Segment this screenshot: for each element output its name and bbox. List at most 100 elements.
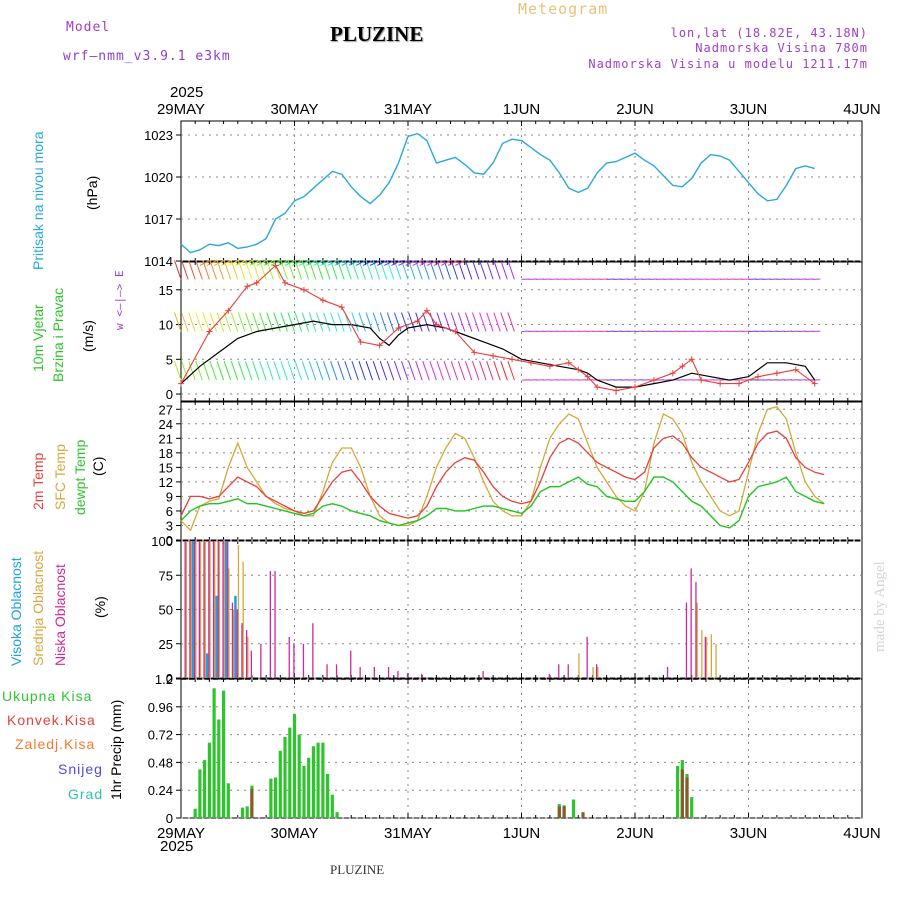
- wind-barb: [315, 361, 324, 381]
- cloud-bar: [227, 541, 229, 678]
- precip-bar: [226, 783, 230, 819]
- y-tick-label: 100: [151, 534, 173, 549]
- precip-bar: [307, 757, 311, 818]
- x-tick-label-top: 4JUN: [843, 101, 881, 118]
- precip-bar: [326, 774, 330, 818]
- cloud-bar: [710, 634, 712, 678]
- y-tick-label: 1.2: [155, 672, 173, 687]
- wind-barb: [341, 260, 353, 266]
- wind-barb: [306, 260, 317, 266]
- wind-barb: [401, 361, 409, 381]
- wind-barb: [280, 361, 288, 381]
- wind-barb: [259, 312, 267, 332]
- wind-barb: [174, 260, 182, 280]
- precip-snow-label: Snijeg: [58, 761, 103, 777]
- convective-precip-bar: [680, 769, 684, 818]
- wind-barb: [294, 312, 303, 332]
- cloud-bar: [209, 541, 211, 678]
- cloud-bar: [203, 541, 205, 678]
- precip-hail-label: Grad: [68, 786, 104, 802]
- precip-bar: [198, 769, 202, 818]
- wind-barb: [299, 260, 310, 266]
- wind-barb: [277, 260, 289, 266]
- cloud-bar: [215, 595, 218, 678]
- wind-barb: [230, 361, 239, 381]
- cloud-bar: [359, 667, 361, 678]
- cloud-bar: [312, 623, 314, 678]
- cloud-bar: [198, 541, 200, 678]
- wind-barb: [348, 260, 360, 266]
- wind-barb: [209, 312, 217, 332]
- cloud-bar: [195, 541, 197, 678]
- model-elevation: Nadmorska Visina u modelu 1211.17m: [588, 57, 868, 71]
- cloud-bar: [218, 541, 221, 678]
- wind-barb: [429, 361, 437, 381]
- wind-barb: [443, 312, 452, 332]
- wind-barb: [412, 260, 423, 266]
- wind-barb: [429, 312, 437, 332]
- y-tick-label: 24: [159, 417, 173, 432]
- temp-2m-line: [180, 430, 825, 519]
- wind-barb: [436, 361, 444, 381]
- cloud-bar: [191, 541, 195, 678]
- cloud-bar: [373, 667, 375, 678]
- sfc-temp-line: [180, 406, 825, 532]
- wind-barb: [393, 361, 402, 381]
- precip-bar: [212, 688, 216, 818]
- y-tick-label: 1017: [144, 212, 173, 227]
- precip-bar: [330, 794, 334, 818]
- wind-barb: [433, 260, 445, 266]
- x-tick-label-top: 29MAY: [157, 101, 205, 118]
- cloud-bar: [397, 671, 399, 678]
- cloud-bar: [558, 664, 560, 678]
- year-bottom: 2025: [160, 838, 194, 855]
- cloud-bar: [246, 630, 248, 678]
- meteogram-subtitle: Meteogram: [518, 0, 609, 18]
- wind-barb: [351, 312, 359, 332]
- wind-barb: [507, 361, 515, 381]
- wind-barb: [230, 312, 239, 332]
- wind-barb: [464, 260, 473, 280]
- wind-barb: [443, 361, 452, 381]
- y-tick-label: 15: [159, 283, 173, 298]
- y-tick-label: 0.48: [148, 755, 173, 770]
- precip-bar: [297, 734, 301, 818]
- wind-barb: [287, 361, 295, 381]
- wind-barb: [455, 260, 466, 266]
- precip-bar: [222, 690, 226, 818]
- year-top: 2025: [170, 84, 204, 101]
- wind-barb: [358, 361, 366, 381]
- wind-barb: [223, 312, 232, 332]
- cloud-bar: [250, 650, 252, 678]
- wind-barb: [252, 312, 260, 332]
- cloud-bar: [212, 541, 215, 678]
- cloud-bar: [234, 595, 237, 678]
- y-tick-label: 21: [159, 431, 173, 446]
- wind-barb: [415, 361, 423, 381]
- cloud-bar: [685, 602, 688, 678]
- model-label: Model: [66, 20, 111, 35]
- cloud-bar: [205, 653, 209, 678]
- wind-barb: [291, 260, 303, 266]
- precip-bar: [207, 742, 211, 818]
- y-tick-label: 0.24: [148, 783, 173, 798]
- precip-bar: [316, 742, 320, 818]
- wind-barb: [202, 361, 210, 381]
- convective-precip-bar: [685, 777, 689, 818]
- precip-bar: [193, 808, 197, 818]
- y-tick-label: 1023: [144, 128, 173, 143]
- cloud-bar: [596, 664, 598, 678]
- wind-barb: [377, 260, 388, 266]
- y-tick-label: 25: [159, 637, 173, 652]
- wind-barb: [220, 260, 232, 266]
- y-tick-label: 0.96: [148, 700, 173, 715]
- cloud-bar: [666, 667, 669, 678]
- wind-barb: [330, 312, 338, 332]
- wind-barb: [287, 312, 295, 332]
- wind-barb: [507, 260, 515, 280]
- wind-barb: [273, 312, 281, 332]
- wind-barb: [507, 312, 515, 332]
- precip-bar: [335, 812, 339, 818]
- wind-barb: [472, 361, 480, 381]
